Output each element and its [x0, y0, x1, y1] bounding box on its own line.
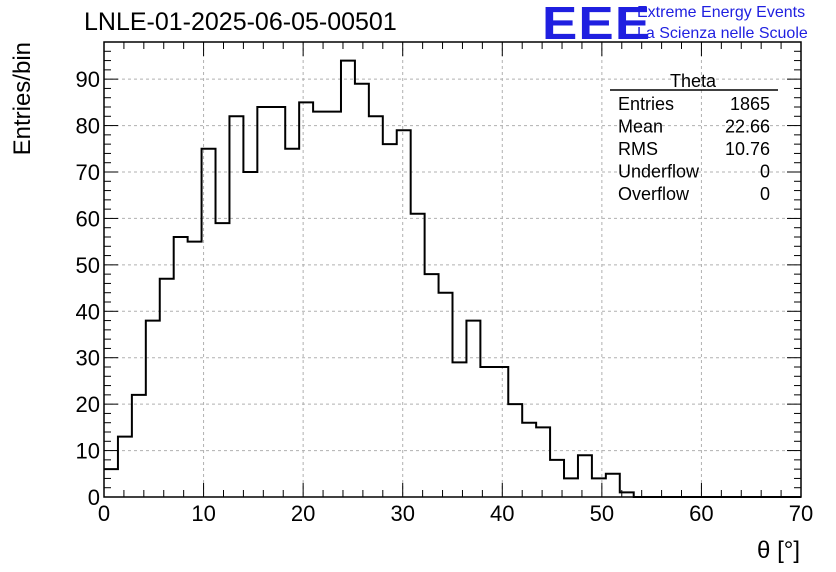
stats-value: 0: [760, 184, 770, 204]
stats-rows: Entries 1865 Mean 22.66 RMS 10.76 Underflow 0 Ov…: [618, 94, 770, 204]
axis-ticks: [103, 41, 802, 498]
logo-caption-line2: La Scienza nelle Scuole: [637, 25, 808, 42]
stats-label: Mean: [618, 117, 663, 137]
stats-label: RMS: [618, 139, 658, 159]
y-axis-label: Entries/bin: [9, 42, 36, 155]
grid-lines: [104, 42, 801, 497]
eee-logo: EEE: [542, 0, 652, 49]
y-tick-label: 80: [76, 114, 100, 139]
plot-title: LNLE-01-2025-06-05-00501: [84, 8, 397, 36]
stats-box: Theta Entries 1865 Mean 22.66 RMS 10.76 Underf…: [610, 71, 778, 204]
stats-value: 1865: [730, 94, 770, 114]
x-tick-label: 40: [490, 501, 514, 526]
stats-value: 0: [760, 162, 770, 182]
x-tick-label: 0: [98, 501, 110, 526]
stats-label: Overflow: [618, 184, 690, 204]
stats-label: Underflow: [618, 162, 700, 182]
y-tick-label: 30: [76, 346, 100, 371]
y-tick-label: 40: [76, 299, 100, 324]
stats-title: Theta: [670, 71, 717, 91]
x-tick-label: 70: [789, 501, 813, 526]
y-tick-label: 60: [76, 206, 100, 231]
x-tick-label: 20: [291, 501, 315, 526]
x-tick-label: 10: [191, 501, 215, 526]
histogram-line: [104, 59, 801, 498]
stats-label: Entries: [618, 94, 674, 114]
y-tick-label: 90: [76, 67, 100, 92]
plot-frame: [103, 41, 802, 498]
stats-value: 10.76: [725, 139, 770, 159]
y-tick-label: 0: [88, 485, 100, 510]
x-axis-label: θ [°]: [757, 537, 800, 564]
y-tick-label: 20: [76, 392, 100, 417]
x-tick-label: 50: [590, 501, 614, 526]
logo-caption-line1: Extreme Energy Events: [637, 4, 806, 21]
y-tick-label: 10: [76, 439, 100, 464]
y-tick-label: 50: [76, 253, 100, 278]
stats-value: 22.66: [725, 117, 770, 137]
axis-tick-labels: 0 10 20 30 40 50 60 70 0 10 20 30 40 50 60 70 80 90: [76, 67, 814, 526]
x-tick-label: 30: [390, 501, 414, 526]
y-tick-label: 70: [76, 160, 100, 185]
x-tick-label: 60: [689, 501, 713, 526]
